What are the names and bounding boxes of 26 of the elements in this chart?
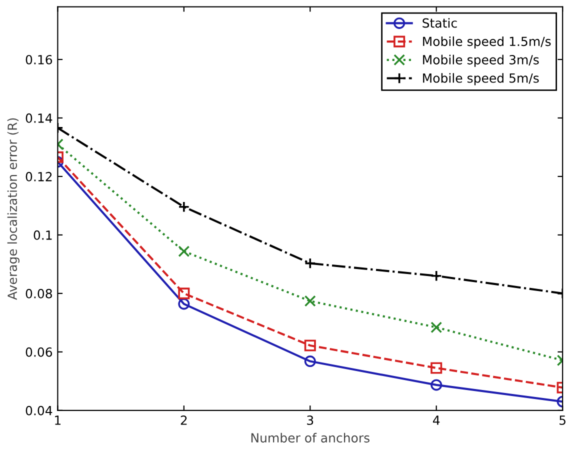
y-tick-label: 0.08 — [26, 288, 52, 298]
y-tick-label: 0.14 — [26, 113, 52, 123]
point — [178, 246, 190, 258]
point — [178, 288, 190, 300]
x-tick-label: 1 — [55, 416, 61, 425]
legend-label: Mobile speed 5m/s — [423, 73, 539, 86]
x-axis-title: Number of anchors — [251, 432, 370, 443]
legend-label: Mobile speed 3m/s — [423, 54, 539, 67]
y-tick-label: 0.04 — [26, 406, 52, 416]
y-tick-label: 0.1 — [34, 230, 52, 240]
x-tick-label: 3 — [307, 415, 314, 425]
y-tick-label: 0.12 — [26, 172, 52, 182]
point — [304, 356, 316, 368]
x-tick-label: 2 — [180, 415, 187, 425]
x-tick-label: 5 — [560, 416, 566, 425]
y-axis-title: Average localization error (R) — [7, 118, 20, 300]
y-tick-label: 0.16 — [26, 54, 52, 64]
y-tick-label: 0.06 — [26, 347, 52, 357]
x-tick-label: 4 — [432, 416, 440, 425]
legend-label: Mobile speed 1.5m/s — [423, 36, 551, 49]
point — [304, 295, 316, 307]
point — [304, 340, 316, 352]
point — [178, 201, 190, 213]
point — [304, 258, 316, 270]
legend-label: Static — [422, 18, 457, 28]
point — [178, 298, 190, 310]
